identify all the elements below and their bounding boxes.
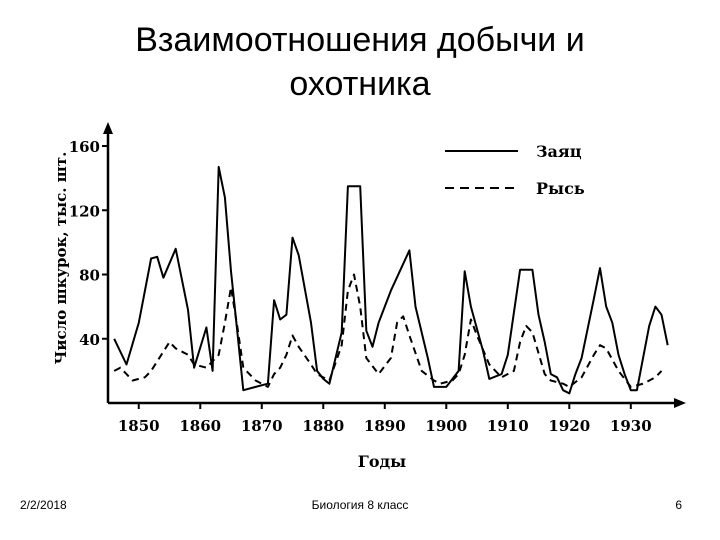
y-tick-label: 120 <box>69 202 100 220</box>
chart-svg: 1850 1860 1870 1880 1890 1900 1910 1920 1930 40 80… <box>52 122 686 471</box>
slide-title-line-1: Взаимоотношения добычи и <box>135 21 585 59</box>
footer-date: 2/2/2018 <box>20 498 67 512</box>
x-tick-label: 1910 <box>487 417 529 435</box>
series-line-hare <box>113 165 669 395</box>
x-tick-label: 1890 <box>364 417 406 435</box>
legend-label: Рысь <box>536 179 585 198</box>
legend-label: Заяц <box>536 142 582 161</box>
chart-legend: Заяц Рысь <box>445 142 585 198</box>
y-axis-arrow <box>103 122 113 134</box>
y-tick-label: 80 <box>79 267 100 285</box>
x-tick-label: 1930 <box>610 417 652 435</box>
x-tick-label: 1880 <box>302 417 344 435</box>
footer-page-number: 6 <box>675 498 682 512</box>
chart-axes <box>103 122 686 408</box>
x-tick-label: 1870 <box>241 417 283 435</box>
chart-ticks: 1850 1860 1870 1880 1890 1900 1910 1920 1930 40 80… <box>69 138 652 435</box>
x-tick-label: 1920 <box>548 417 590 435</box>
chart-series-layer <box>113 165 669 395</box>
x-axis-label: Годы <box>358 452 406 471</box>
x-tick-label: 1900 <box>425 417 467 435</box>
slide-title: Взаимоотношения добычи и охотника <box>60 18 660 106</box>
y-tick-label: 160 <box>69 138 100 156</box>
chart-container: 1850 1860 1870 1880 1890 1900 1910 1920 1930 40 80… <box>40 118 690 488</box>
x-tick-label: 1860 <box>179 417 221 435</box>
x-tick-label: 1850 <box>118 417 160 435</box>
y-axis-label: Число шкурок, тыс. шт. <box>52 152 70 365</box>
y-tick-label: 40 <box>79 331 100 349</box>
x-axis-arrow <box>674 398 686 408</box>
slide-title-line-2: охотника <box>289 65 431 103</box>
series-line-lynx <box>113 273 663 388</box>
footer-subject: Биология 8 класс <box>311 498 409 512</box>
